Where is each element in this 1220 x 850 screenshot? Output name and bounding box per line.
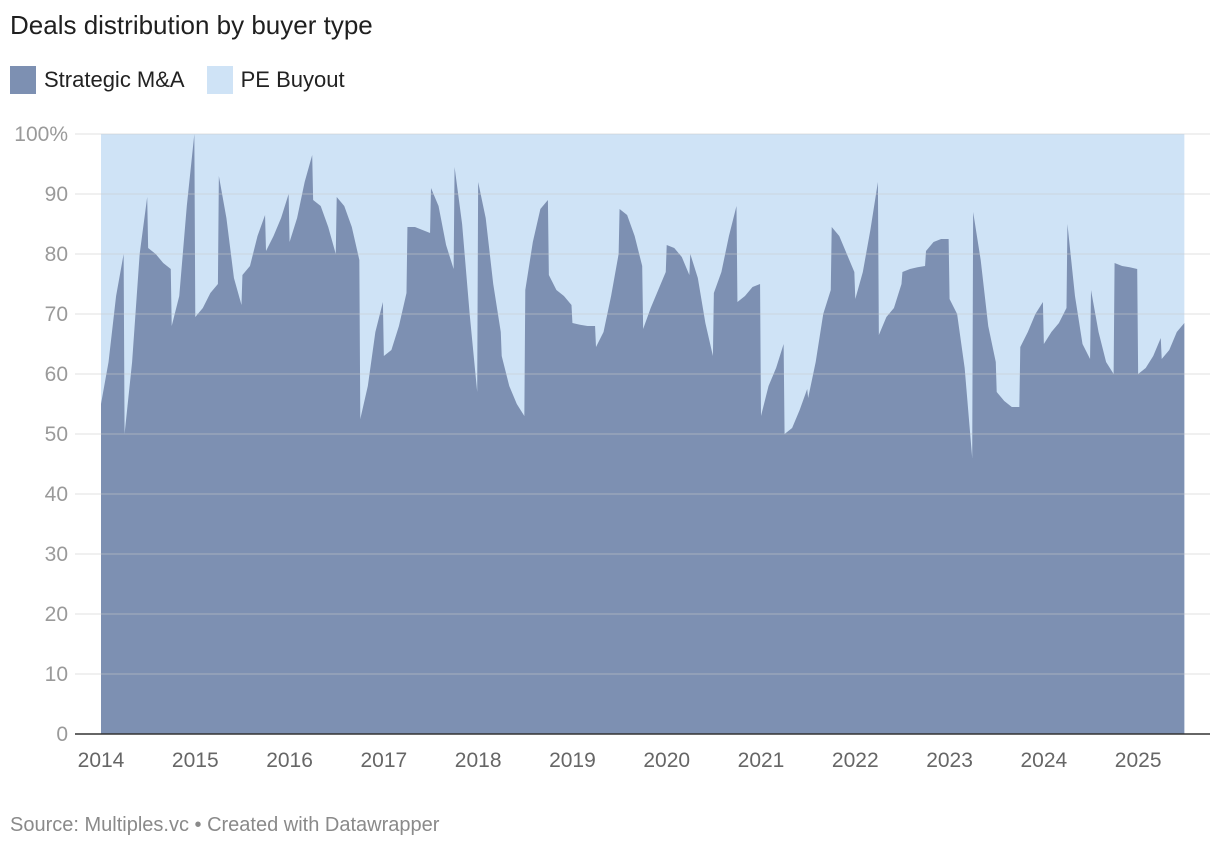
y-tick-label: 40: [45, 483, 68, 506]
y-tick-label: 50: [45, 423, 68, 446]
chart-title: Deals distribution by buyer type: [10, 10, 373, 40]
x-tick-label: 2023: [926, 749, 973, 772]
y-tick-label: 100%: [14, 123, 68, 146]
source-note: Source: Multiples.vc • Created with Data…: [10, 814, 440, 836]
y-tick-label: 80: [45, 243, 68, 266]
legend-item-pe: PE Buyout: [206, 66, 345, 94]
legend-swatch-pe: [206, 66, 233, 94]
y-tick-label: 60: [45, 363, 68, 386]
x-tick-label: 2024: [1020, 749, 1067, 772]
x-tick-label: 2025: [1115, 749, 1162, 772]
x-tick-label: 2016: [266, 749, 313, 772]
y-tick-label: 70: [45, 303, 68, 326]
x-tick-label: 2018: [455, 749, 502, 772]
legend: Strategic M&A PE Buyout: [10, 66, 345, 94]
y-tick-label: 0: [56, 723, 68, 746]
x-tick-label: 2019: [549, 749, 596, 772]
x-tick-label: 2014: [78, 749, 125, 772]
y-tick-label: 90: [45, 183, 68, 206]
legend-label-strategic: Strategic M&A: [44, 67, 185, 92]
x-tick-label: 2021: [738, 749, 785, 772]
y-tick-label: 10: [45, 663, 68, 686]
y-tick-label: 30: [45, 543, 68, 566]
x-tick-label: 2020: [643, 749, 690, 772]
x-tick-label: 2017: [360, 749, 407, 772]
y-tick-label: 20: [45, 603, 68, 626]
x-tick-label: 2022: [832, 749, 879, 772]
legend-swatch-strategic: [10, 66, 36, 94]
x-tick-label: 2015: [172, 749, 219, 772]
legend-label-pe: PE Buyout: [240, 67, 345, 92]
legend-item-strategic: Strategic M&A: [10, 66, 185, 94]
